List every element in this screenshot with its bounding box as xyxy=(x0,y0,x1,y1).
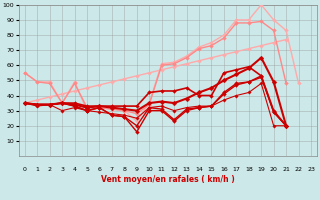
X-axis label: Vent moyen/en rafales ( km/h ): Vent moyen/en rafales ( km/h ) xyxy=(101,175,235,184)
